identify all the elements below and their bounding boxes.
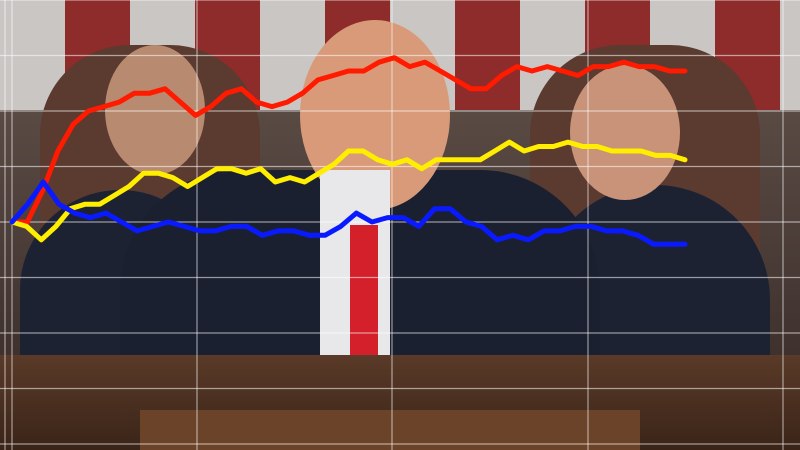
series-line-2 [9, 179, 688, 247]
series-line-1 [9, 139, 688, 243]
series-line-0 [9, 55, 688, 225]
background-podium [140, 410, 640, 450]
